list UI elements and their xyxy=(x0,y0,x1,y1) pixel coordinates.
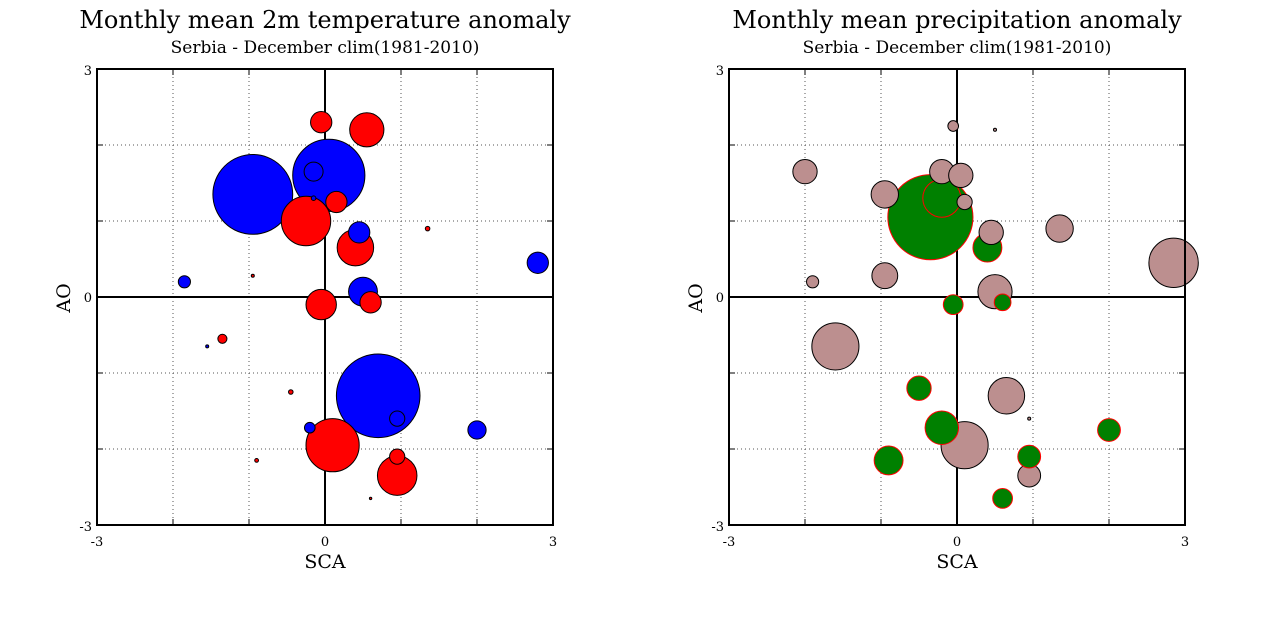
data-point-bubble xyxy=(212,154,294,235)
data-point-bubble xyxy=(310,195,317,201)
data-point-bubble xyxy=(325,190,348,214)
data-point-bubble xyxy=(1148,237,1199,288)
data-point-bubble xyxy=(942,294,964,315)
data-point-bubble xyxy=(424,225,431,232)
data-point-bubble xyxy=(987,377,1026,415)
data-point-bubble xyxy=(978,219,1004,246)
x-tick-label-max: 3 xyxy=(1181,535,1189,550)
data-point-bubble xyxy=(526,251,549,274)
data-point-bubble xyxy=(305,288,337,321)
y-axis-label: AO xyxy=(685,283,707,313)
data-point-bubble xyxy=(1045,214,1074,243)
data-point-bubble xyxy=(280,195,332,247)
x-axis-label: SCA xyxy=(304,551,346,573)
data-point-bubble xyxy=(467,420,487,440)
precipitation-anomaly-chart: Monthly mean precipitation anomaly Serbi… xyxy=(685,6,1199,573)
data-point-bubble xyxy=(288,389,294,395)
data-point-bubble xyxy=(873,445,904,476)
data-point-bubble xyxy=(303,421,316,434)
y-tick-label-zero: 0 xyxy=(84,291,92,306)
x-tick-label-min: -3 xyxy=(723,535,736,550)
data-point-bubble xyxy=(956,193,973,211)
data-point-bubble xyxy=(947,120,960,132)
y-tick-label-max: 3 xyxy=(716,64,724,79)
data-point-bubble xyxy=(948,162,974,189)
chart-subtitle: Serbia - December clim(1981-2010) xyxy=(171,38,480,58)
chart-subtitle: Serbia - December clim(1981-2010) xyxy=(803,38,1112,58)
data-point-bubble xyxy=(305,418,360,473)
data-point-bubble xyxy=(924,410,960,445)
data-point-bubble xyxy=(217,333,228,344)
data-point-bubble xyxy=(1017,444,1042,469)
data-point-bubble xyxy=(992,488,1013,509)
x-axis-label: SCA xyxy=(936,551,978,573)
data-point-bubble xyxy=(906,375,932,401)
data-point-bubble xyxy=(870,180,899,209)
data-point-bubble xyxy=(177,275,191,289)
data-point-bubble xyxy=(1097,418,1121,442)
data-point-bubble xyxy=(389,410,406,427)
data-point-bubble xyxy=(993,293,1012,312)
y-axis-label: AO xyxy=(53,283,75,313)
data-point-bubble xyxy=(1027,416,1032,421)
data-point-bubble xyxy=(359,291,382,314)
temperature-anomaly-chart: Monthly mean 2m temperature anomaly Serb… xyxy=(53,6,571,573)
data-point-bubble xyxy=(389,448,406,465)
data-point-bubble xyxy=(811,322,860,371)
x-tick-label-max: 3 xyxy=(549,535,557,550)
data-point-bubble xyxy=(806,275,820,289)
data-point-bubble xyxy=(368,496,373,501)
chart-title: Monthly mean precipitation anomaly xyxy=(732,6,1182,34)
data-point-bubble xyxy=(205,344,210,349)
x-tick-label-zero: 0 xyxy=(953,535,961,550)
plot-frame xyxy=(96,68,554,526)
data-point-bubble xyxy=(254,458,260,463)
chart-title: Monthly mean 2m temperature anomaly xyxy=(79,6,571,34)
data-point-bubble xyxy=(310,111,333,134)
y-tick-label-min: -3 xyxy=(711,520,724,535)
data-point-bubble xyxy=(303,161,324,182)
data-point-bubble xyxy=(348,221,371,244)
x-tick-label-min: -3 xyxy=(91,535,104,550)
data-point-bubble xyxy=(871,262,899,290)
y-tick-label-max: 3 xyxy=(84,64,92,79)
x-tick-label-zero: 0 xyxy=(321,535,329,550)
y-tick-label-zero: 0 xyxy=(716,291,724,306)
data-point-bubble xyxy=(349,112,385,148)
plot-frame xyxy=(728,68,1186,526)
y-tick-label-min: -3 xyxy=(79,520,92,535)
data-point-bubble xyxy=(250,273,255,278)
data-point-bubble xyxy=(792,158,818,185)
data-point-bubble xyxy=(992,127,998,132)
